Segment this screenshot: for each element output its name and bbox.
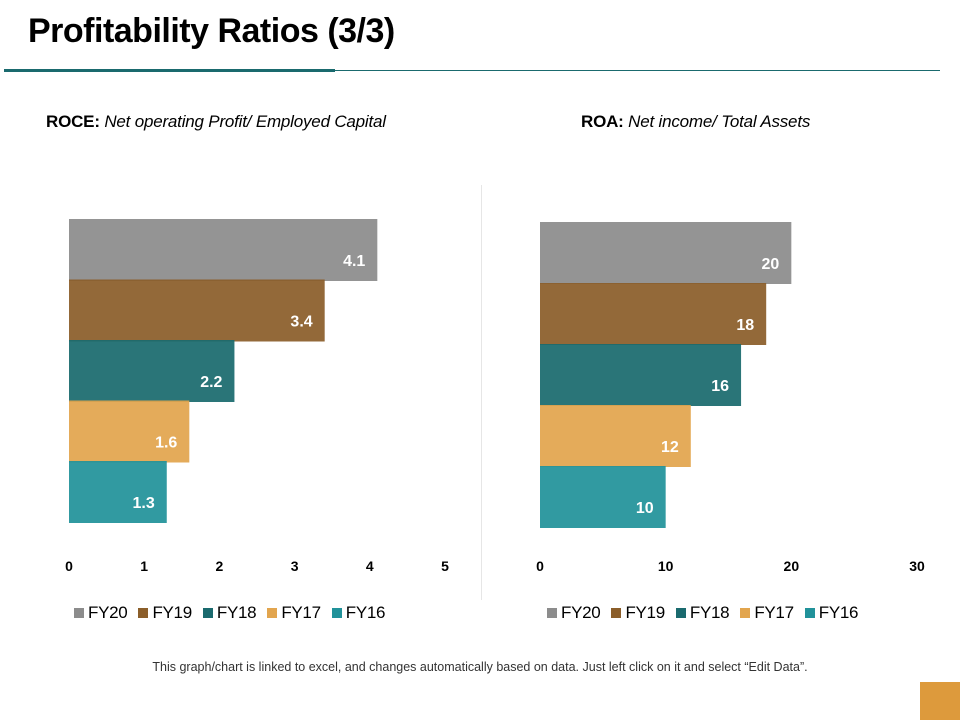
corner-accent-block <box>920 682 960 720</box>
roa-bar-fy19 <box>540 283 767 345</box>
roa-x-tick-20: 20 <box>784 558 800 574</box>
roce-legend-swatch-fy20 <box>74 608 84 618</box>
roce-x-tick-0: 0 <box>65 558 73 574</box>
roa-data-label-fy18: 16 <box>711 378 729 395</box>
roa-legend-label-fy18: FY18 <box>689 603 730 622</box>
roce-x-tick-4: 4 <box>366 558 374 574</box>
roce-bar-fy16 <box>69 461 167 523</box>
roa-x-tick-0: 0 <box>536 558 544 574</box>
roa-x-tick-30: 30 <box>909 558 925 574</box>
roce-legend-label-fy16: FY16 <box>345 603 386 622</box>
page-title: Profitability Ratios (3/3) <box>28 12 395 50</box>
roa-legend-swatch-fy18 <box>675 608 686 618</box>
roce-heading-label: ROCE: <box>46 112 100 131</box>
roce-data-label-fy18: 2.2 <box>200 374 222 391</box>
roa-heading-formula: Net income/ Total Assets <box>628 112 811 131</box>
roa-legend-swatch-fy19 <box>611 608 622 618</box>
roce-legend-item-fy19: FY19 <box>138 603 192 623</box>
roa-heading: ROA: Net income/ Total Assets <box>581 112 810 132</box>
roa-legend: FY20 FY19 FY18 FY17 FY16 <box>547 603 869 623</box>
roce-legend-item-fy17: FY17 <box>267 603 321 623</box>
roce-x-tick-5: 5 <box>441 558 449 574</box>
roa-data-label-fy16: 10 <box>636 500 654 517</box>
roa-legend-label-fy17: FY17 <box>754 603 794 622</box>
roce-legend-item-fy20: FY20 <box>74 603 128 623</box>
roa-legend-swatch-fy17 <box>740 608 751 618</box>
roce-legend-swatch-fy17 <box>267 608 278 618</box>
roa-chart-panel: ROA: Net income/ Total Assets 20 18 16 12 10… <box>480 100 940 640</box>
roa-legend-label-fy16: FY16 <box>818 603 859 622</box>
roa-bar-fy20 <box>540 222 792 284</box>
roa-legend-item-fy19: FY19 <box>611 603 665 623</box>
roce-x-tick-1: 1 <box>140 558 148 574</box>
roce-legend: FY20 FY19 FY18 FY17 FY16 <box>74 603 396 623</box>
panel-divider <box>481 185 482 600</box>
title-underline <box>4 70 940 71</box>
roa-legend-item-fy20: FY20 <box>547 603 601 623</box>
roa-data-label-fy19: 18 <box>736 317 754 334</box>
roa-bar-chart: 20 18 16 12 10 0 10 20 30 <box>536 222 925 574</box>
roce-chart-panel: ROCE: Net operating Profit/ Employed Cap… <box>0 100 460 640</box>
roce-bar-fy19 <box>69 279 325 342</box>
roce-legend-label-fy20: FY20 <box>88 603 128 622</box>
roce-x-tick-3: 3 <box>291 558 299 574</box>
roa-legend-item-fy16: FY16 <box>804 603 859 623</box>
roce-legend-swatch-fy16 <box>331 608 342 618</box>
roce-data-label-fy19: 3.4 <box>290 314 312 331</box>
roce-heading: ROCE: Net operating Profit/ Employed Cap… <box>46 112 386 132</box>
roa-legend-item-fy18: FY18 <box>675 603 730 623</box>
roa-legend-label-fy19: FY19 <box>625 603 665 622</box>
roa-bar-fy16 <box>540 466 666 528</box>
roa-legend-item-fy17: FY17 <box>740 603 794 623</box>
roce-legend-label-fy18: FY18 <box>216 603 257 622</box>
roce-legend-swatch-fy19 <box>138 608 149 618</box>
roce-data-label-fy20: 4.1 <box>343 253 365 270</box>
roa-x-tick-10: 10 <box>658 558 674 574</box>
roa-bar-fy17 <box>540 405 691 467</box>
roce-legend-label-fy19: FY19 <box>152 603 192 622</box>
roce-legend-label-fy17: FY17 <box>281 603 321 622</box>
roce-bar-fy20 <box>69 219 378 281</box>
footnote: This graph/chart is linked to excel, and… <box>152 660 808 674</box>
roa-bar-fy18 <box>540 344 742 406</box>
roce-data-label-fy16: 1.3 <box>133 495 155 512</box>
roa-data-label-fy17: 12 <box>661 439 679 456</box>
roa-heading-label: ROA: <box>581 112 624 131</box>
roce-bar-fy18 <box>69 340 235 402</box>
roce-bar-fy17 <box>69 400 190 463</box>
roce-data-label-fy17: 1.6 <box>155 435 177 452</box>
roa-legend-swatch-fy16 <box>804 608 815 618</box>
roce-legend-item-fy18: FY18 <box>202 603 257 623</box>
roa-legend-label-fy20: FY20 <box>561 603 601 622</box>
roa-data-label-fy20: 20 <box>762 256 780 273</box>
roce-legend-item-fy16: FY16 <box>331 603 386 623</box>
roce-bar-chart: 4.1 3.4 2.2 1.6 1.3 0 1 2 3 4 5 <box>65 219 449 574</box>
roa-legend-swatch-fy20 <box>547 608 557 618</box>
roce-legend-swatch-fy18 <box>202 608 213 618</box>
roce-x-tick-2: 2 <box>216 558 224 574</box>
roce-heading-formula: Net operating Profit/ Employed Capital <box>104 112 386 131</box>
